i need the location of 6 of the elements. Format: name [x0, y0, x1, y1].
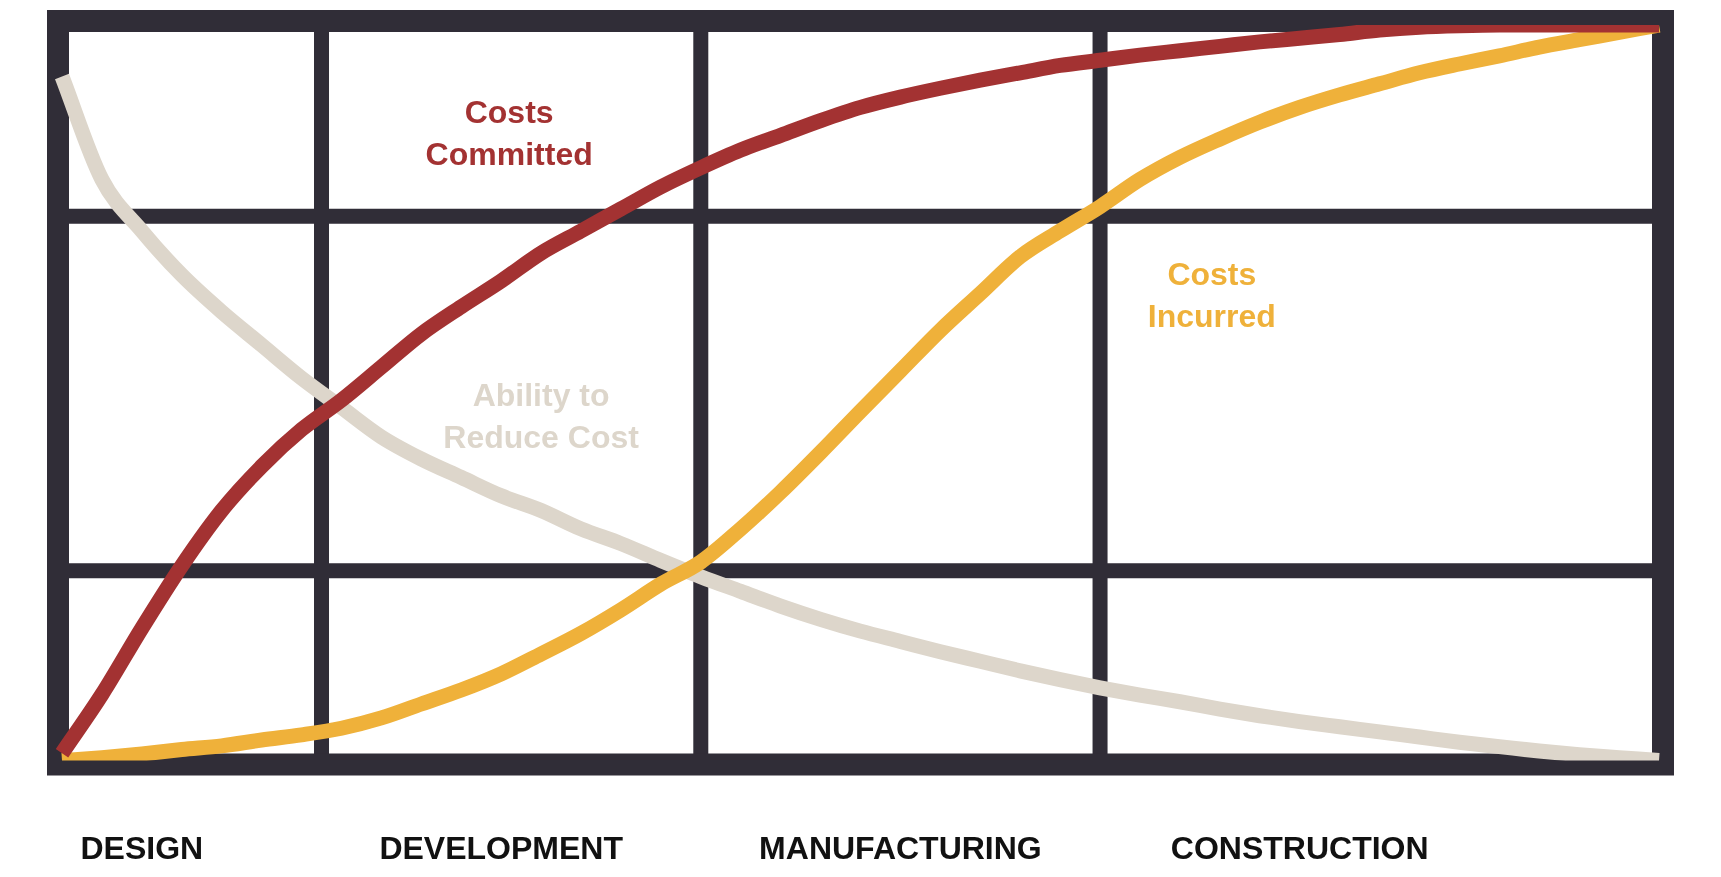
text: Costs Incurred	[1147, 256, 1276, 334]
x-tick-label: MANUFACTURING	[759, 829, 1042, 866]
x-tick-label: CONSTRUCTION	[1170, 829, 1429, 866]
series-label: Costs Committed	[425, 94, 593, 173]
x-tick-label: DEVELOPMENT	[379, 829, 624, 866]
x-tick-label: DESIGN	[80, 829, 204, 866]
